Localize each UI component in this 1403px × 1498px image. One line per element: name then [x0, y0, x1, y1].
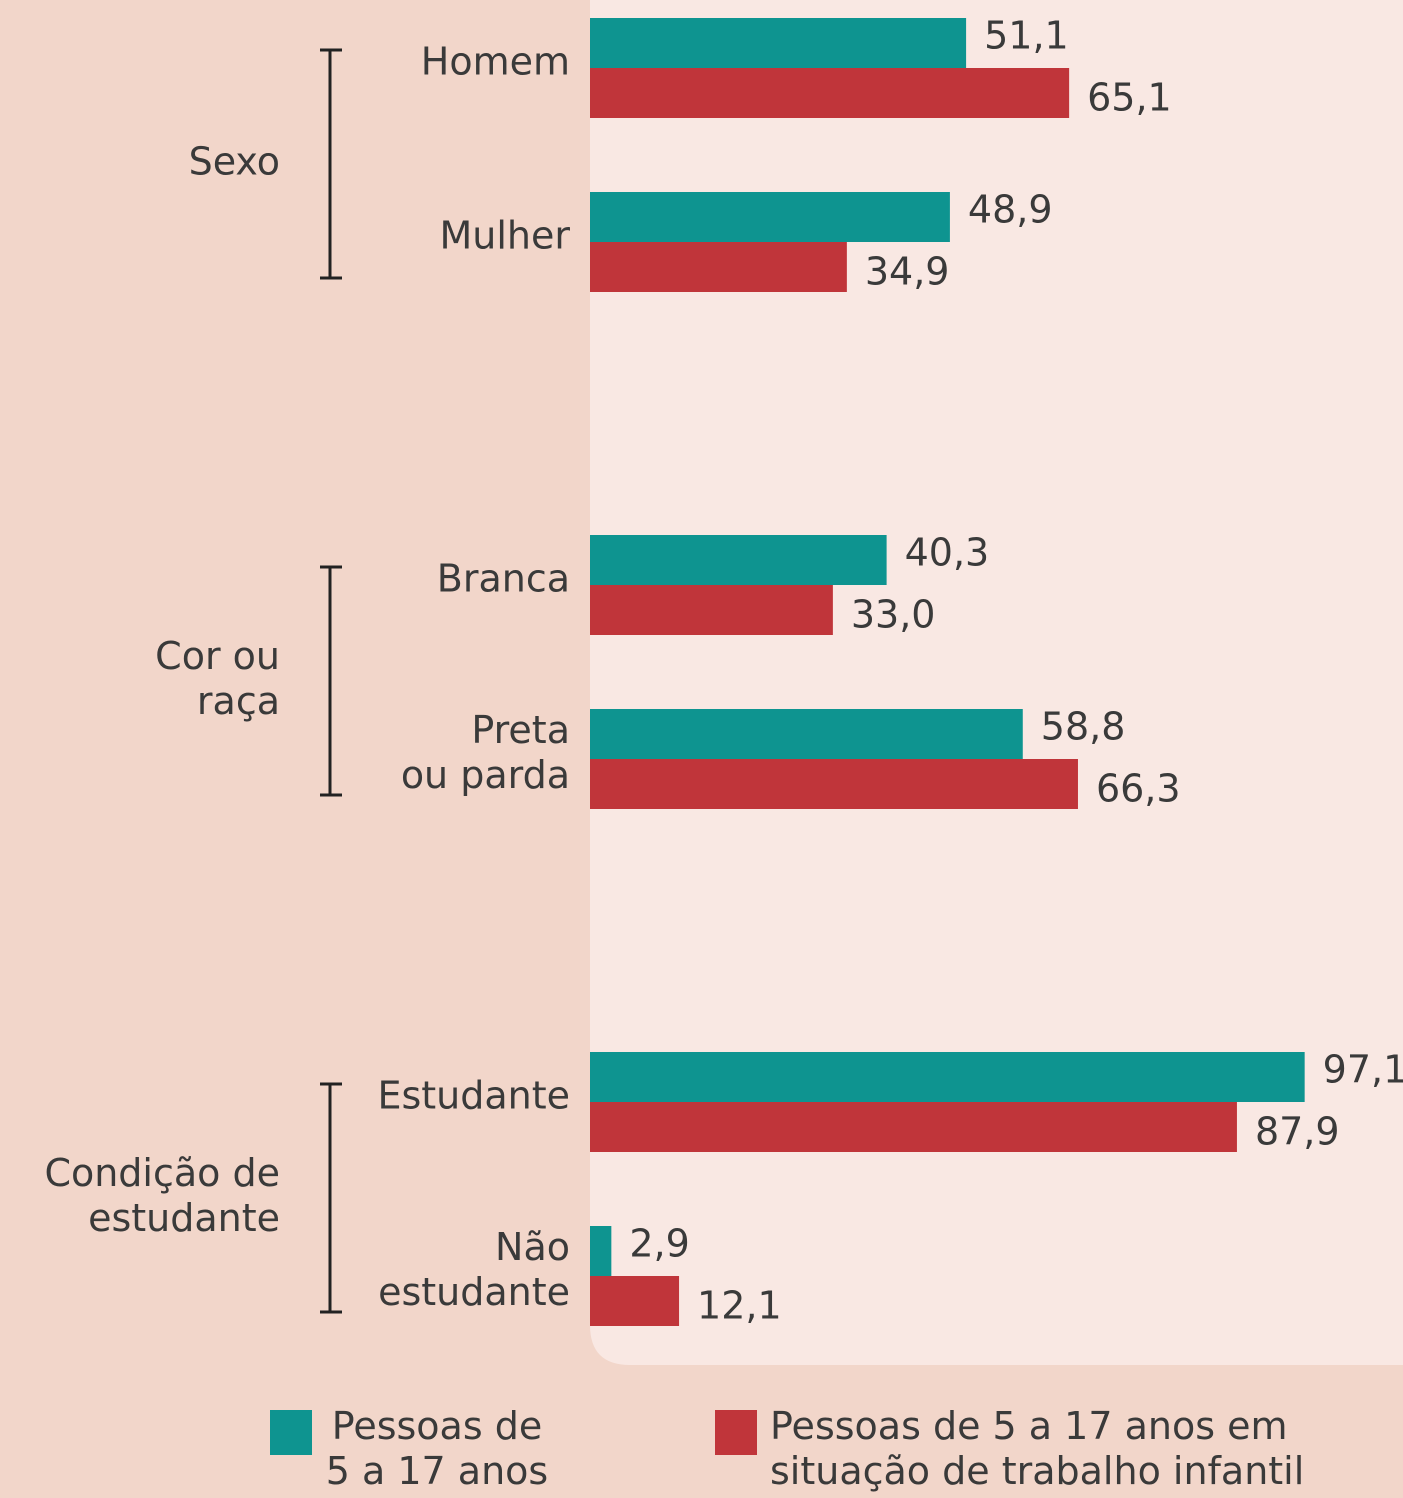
value-label: 34,9: [865, 250, 950, 294]
group-label: Cor ou: [155, 634, 280, 678]
category-label: Mulher: [439, 214, 570, 258]
bar: [590, 1226, 612, 1276]
category-label: ou parda: [401, 753, 570, 797]
value-label: 12,1: [697, 1284, 782, 1328]
value-label: 66,3: [1096, 767, 1181, 811]
group-label: Sexo: [189, 140, 280, 184]
value-label: 58,8: [1041, 705, 1126, 749]
legend-label: situação de trabalho infantil: [770, 1449, 1304, 1493]
category-label: Preta: [471, 708, 570, 752]
value-label: 33,0: [851, 593, 936, 637]
value-label: 87,9: [1255, 1110, 1340, 1154]
plot-panel: [590, 0, 1403, 1365]
value-label: 97,1: [1323, 1048, 1403, 1092]
category-label: Branca: [437, 557, 570, 601]
bar: [590, 68, 1070, 118]
legend-swatch: [270, 1410, 312, 1455]
category-label: Estudante: [377, 1074, 570, 1118]
bar: [590, 759, 1078, 809]
bar: [590, 585, 833, 635]
legend-label: Pessoas de 5 a 17 anos em: [770, 1404, 1287, 1448]
legend-label: 5 a 17 anos: [326, 1449, 548, 1493]
group-label: estudante: [88, 1196, 280, 1240]
value-label: 40,3: [905, 531, 990, 575]
value-label: 2,9: [629, 1222, 689, 1266]
bar: [590, 709, 1023, 759]
bar: [590, 535, 887, 585]
category-label: estudante: [378, 1270, 570, 1314]
bar: [590, 192, 950, 242]
value-label: 65,1: [1087, 76, 1172, 120]
bar: [590, 18, 967, 68]
value-label: 48,9: [968, 188, 1053, 232]
group-label: Condição de: [44, 1151, 280, 1195]
bar: [590, 1276, 680, 1326]
legend-swatch: [715, 1410, 757, 1455]
group-label: raça: [197, 679, 280, 723]
bar: [590, 1052, 1305, 1102]
value-label: 51,1: [984, 14, 1069, 58]
legend-label: Pessoas de: [332, 1404, 542, 1448]
bar: [590, 242, 847, 292]
category-label: Homem: [421, 40, 570, 84]
bar: [590, 1102, 1237, 1152]
category-label: Não: [495, 1225, 570, 1269]
